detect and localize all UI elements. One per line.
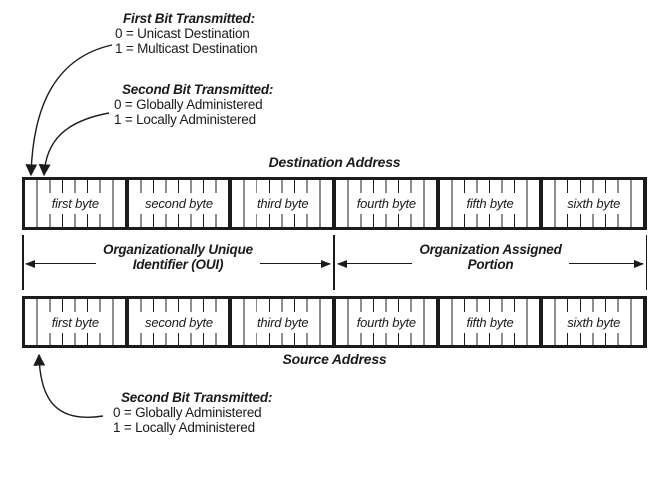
first-bit-callout: First Bit Transmitted: 0 = Unicast Desti…	[115, 11, 258, 56]
span-line: Portion	[467, 256, 514, 272]
oui-span-label: Organizationally Unique Identifier (OUI)	[22, 242, 334, 274]
destination-address-title: Destination Address	[268, 154, 401, 170]
assigned-span-label: Organization Assigned Portion	[334, 242, 647, 274]
span-line: Organizationally Unique	[103, 242, 253, 257]
source-second-bit-callout: Second Bit Transmitted: 0 = Globally Adm…	[113, 390, 272, 435]
byte-label: first byte	[45, 193, 105, 214]
field-span-band: Organizationally Unique Identifier (OUI)…	[22, 230, 647, 296]
byte-label: fifth byte	[460, 311, 520, 333]
oui-span-text: Organizationally Unique Identifier (OUI)	[96, 242, 260, 274]
oui-span: Organizationally Unique Identifier (OUI)	[22, 230, 334, 296]
callout-line: 0 = Globally Administered	[113, 405, 262, 420]
span-boundary-line	[22, 235, 24, 290]
source-address-row: first byte second byte third byte fourth…	[22, 296, 647, 348]
callout-heading: Second Bit Transmitted:	[122, 82, 274, 97]
byte-cell: first byte	[25, 299, 129, 345]
callout-heading: First Bit Transmitted:	[123, 11, 255, 26]
byte-cell: fifth byte	[439, 180, 544, 227]
byte-cell: second byte	[128, 180, 233, 227]
callout-line: 0 = Globally Administered	[114, 97, 263, 112]
byte-cell: sixth byte	[543, 299, 645, 345]
double-arrow	[337, 260, 644, 268]
byte-cell: fourth byte	[336, 180, 440, 227]
span-line: Identifier (OUI)	[132, 256, 224, 272]
callout-line: 1 = Locally Administered	[114, 112, 256, 127]
byte-cell: first byte	[25, 180, 129, 227]
destination-address-row: first byte second byte third byte fourth…	[22, 177, 647, 230]
byte-cell: fifth byte	[439, 299, 544, 345]
callout-heading: Second Bit Transmitted:	[121, 390, 273, 405]
byte-cell: second byte	[128, 299, 233, 345]
byte-label: sixth byte	[561, 311, 627, 333]
second-bit-callout: Second Bit Transmitted: 0 = Globally Adm…	[114, 82, 273, 127]
byte-label: fifth byte	[460, 193, 520, 214]
byte-cell: sixth byte	[543, 180, 645, 227]
byte-label: fourth byte	[350, 193, 422, 214]
callout-line: 1 = Multicast Destination	[115, 41, 258, 56]
byte-cell: fourth byte	[336, 299, 440, 345]
span-line: Organization Assigned	[419, 242, 562, 257]
byte-label: third byte	[250, 311, 315, 333]
assigned-portion-span: Organization Assigned Portion	[334, 230, 647, 296]
source-address-title: Source Address	[282, 351, 387, 367]
assigned-span-text: Organization Assigned Portion	[412, 242, 569, 274]
span-boundary-line	[333, 235, 335, 290]
span-boundary-line	[645, 235, 647, 290]
byte-label: second byte	[139, 311, 219, 333]
callout-line: 1 = Locally Administered	[113, 420, 255, 435]
byte-cell: third byte	[232, 299, 337, 345]
byte-label: fourth byte	[350, 311, 422, 333]
callout-line: 0 = Unicast Destination	[115, 26, 250, 41]
byte-label: sixth byte	[561, 193, 627, 214]
byte-cell: third byte	[232, 180, 337, 227]
byte-label: second byte	[139, 193, 219, 214]
double-arrow	[25, 260, 331, 268]
byte-label: first byte	[45, 311, 105, 333]
byte-label: third byte	[250, 193, 315, 214]
